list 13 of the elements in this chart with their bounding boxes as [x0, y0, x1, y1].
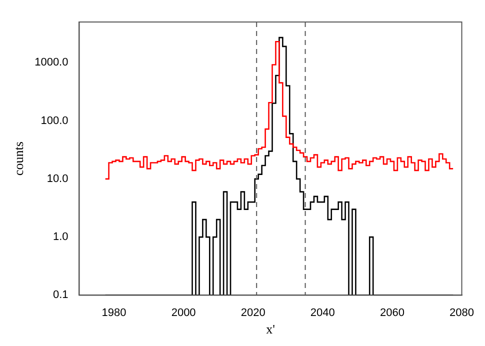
x-tick-label: 2020 [240, 306, 266, 319]
x-tick-label: 2000 [171, 306, 196, 319]
y-tick-label: 1000.0 [34, 56, 68, 69]
x-tick-label: 1980 [102, 306, 126, 319]
x-tick-label: 2080 [450, 306, 474, 319]
y-tick-label: 10.0 [46, 172, 68, 185]
x-axis-title: x' [266, 322, 275, 337]
x-tick-label: 2060 [380, 306, 404, 319]
x-tick-label: 2040 [310, 306, 335, 319]
y-tick-label: 1.0 [52, 231, 68, 244]
y-tick-label: 100.0 [40, 114, 68, 127]
y-tick-label: 0.1 [52, 289, 68, 302]
y-axis-title: counts [11, 142, 26, 176]
